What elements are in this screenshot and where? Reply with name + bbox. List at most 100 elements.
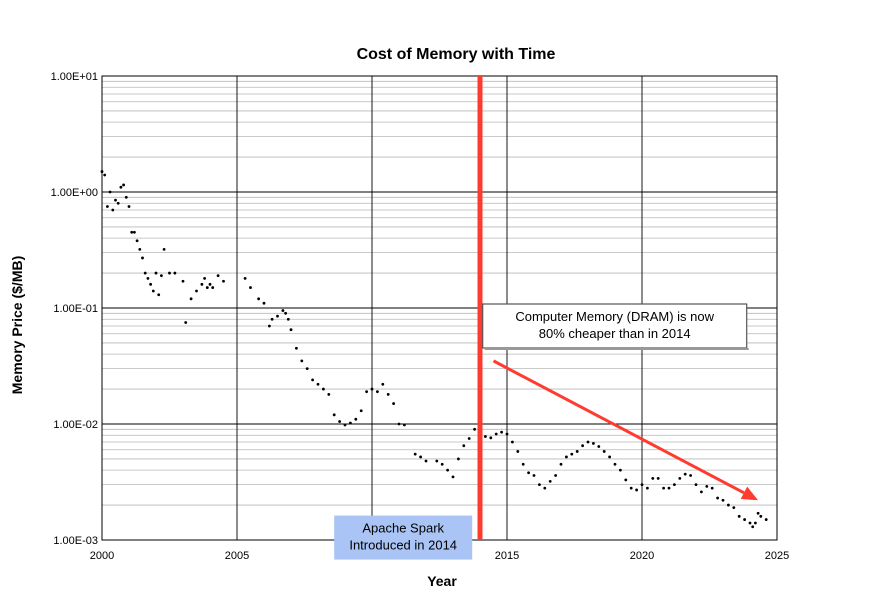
- trend-arrow-head: [740, 486, 759, 501]
- data-point: [211, 286, 215, 289]
- data-point: [189, 297, 193, 301]
- data-point: [635, 488, 638, 492]
- data-point: [359, 409, 363, 413]
- data-point: [124, 195, 128, 199]
- data-point: [678, 476, 682, 480]
- annotation-box-dram: [482, 303, 748, 349]
- annotation-text-spark: Apache Spark: [362, 521, 444, 536]
- data-point: [286, 317, 290, 321]
- data-point: [386, 392, 390, 396]
- data-point: [143, 271, 147, 275]
- data-point: [392, 402, 395, 405]
- data-point: [135, 239, 139, 243]
- data-point: [694, 483, 698, 487]
- data-point: [403, 423, 406, 427]
- data-point: [640, 483, 644, 487]
- data-point: [440, 462, 444, 466]
- y-tick-label: 1.00E-02: [53, 419, 98, 431]
- data-point: [122, 183, 125, 187]
- data-point: [413, 452, 417, 456]
- x-tick-label: 2020: [630, 550, 654, 562]
- y-tick-label: 1.00E+00: [51, 187, 98, 199]
- data-point: [754, 521, 757, 525]
- data-point: [381, 382, 385, 386]
- data-point: [295, 346, 298, 350]
- y-tick-label: 1.00E-03: [53, 535, 98, 547]
- data-point: [700, 490, 703, 494]
- data-point: [505, 432, 509, 436]
- data-point: [154, 271, 158, 275]
- data-point: [613, 462, 617, 466]
- data-point: [716, 496, 719, 500]
- data-point: [435, 459, 439, 463]
- data-point: [119, 185, 123, 189]
- data-point: [116, 201, 120, 205]
- data-point: [365, 390, 368, 394]
- x-axis-ticks: 200020052010201520202025: [90, 550, 789, 562]
- data-point: [270, 317, 274, 321]
- data-point: [160, 274, 163, 278]
- data-point: [743, 518, 746, 521]
- data-point: [343, 423, 347, 427]
- data-point: [141, 256, 144, 260]
- data-point: [446, 468, 449, 472]
- data-point: [727, 503, 730, 507]
- annotation-text-dram: Computer Memory (DRAM) is now: [515, 309, 714, 324]
- data-point: [289, 328, 293, 332]
- data-point: [489, 436, 493, 440]
- data-point: [548, 480, 552, 483]
- data-point: [673, 483, 676, 487]
- x-tick-label: 2015: [495, 550, 519, 562]
- data-point: [608, 455, 611, 459]
- data-point: [667, 486, 671, 490]
- data-point: [602, 450, 606, 453]
- data-point: [281, 309, 285, 312]
- data-point: [168, 271, 171, 275]
- data-point: [162, 248, 166, 251]
- data-point: [276, 314, 279, 318]
- y-axis-ticks: 1.00E-03 1.00E-02 1.00E-01 1.00E+00 1.00E+01: [51, 71, 98, 547]
- data-point: [586, 440, 590, 444]
- data-point: [338, 420, 341, 423]
- data-point: [106, 205, 109, 208]
- x-tick-label: 2000: [90, 550, 114, 562]
- data-point: [457, 457, 460, 461]
- y-tick-label: 1.00E+01: [51, 71, 98, 83]
- data-point: [651, 476, 655, 480]
- data-point: [184, 321, 188, 324]
- data-point: [756, 511, 760, 515]
- data-point: [322, 387, 325, 391]
- annotation-text-spark: Introduced in 2014: [349, 538, 457, 553]
- data-point: [737, 514, 741, 518]
- data-point: [424, 459, 428, 463]
- chart-title: Cost of Memory with Time: [357, 46, 556, 63]
- data-point: [257, 297, 260, 301]
- data-point: [527, 471, 530, 475]
- data-point: [108, 190, 112, 194]
- data-point: [419, 455, 422, 459]
- x-axis-label: Year: [427, 573, 457, 589]
- y-axis-label: Memory Price ($/MB): [9, 256, 25, 394]
- data-point: [327, 392, 331, 396]
- data-point: [597, 445, 601, 448]
- data-points: [100, 170, 768, 529]
- data-point: [581, 444, 584, 448]
- data-point: [759, 514, 763, 518]
- data-point: [554, 474, 557, 477]
- data-point: [181, 279, 185, 283]
- data-point: [705, 484, 709, 488]
- data-point: [473, 427, 476, 431]
- data-point: [689, 474, 692, 477]
- data-point: [511, 440, 514, 444]
- data-point: [200, 282, 204, 286]
- data-point: [543, 486, 547, 490]
- data-point: [114, 198, 117, 202]
- data-point: [216, 274, 220, 278]
- data-point: [130, 230, 134, 234]
- data-point: [173, 271, 177, 275]
- data-point: [311, 378, 314, 382]
- data-point: [683, 472, 687, 476]
- data-point: [516, 450, 520, 453]
- data-point: [565, 455, 568, 459]
- data-point: [732, 506, 736, 510]
